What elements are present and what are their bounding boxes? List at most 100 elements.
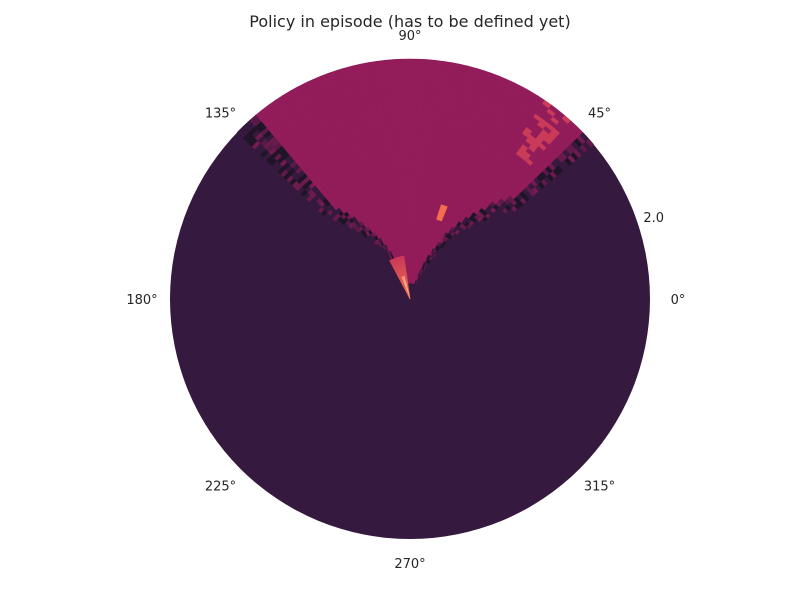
heatmap-cell [409,94,418,100]
heatmap-cell [403,126,411,132]
heatmap-cell [409,146,416,152]
heatmap-cell [415,114,424,120]
heatmap-cell [395,98,404,104]
theta-tick-label: 270° [394,557,425,572]
heatmap-cell [403,110,411,116]
heatmap-cell [394,74,403,80]
heatmap-cell [434,59,444,66]
heatmap-cell [396,114,405,120]
heatmap-cell [401,62,411,68]
heatmap-cell [417,182,423,188]
heatmap-cell [418,174,424,180]
theta-tick-label: 90° [398,29,421,44]
heatmap-cell [414,142,422,148]
heatmap-cell [416,194,422,200]
heatmap-cell [402,94,411,100]
heatmap-cell [409,134,417,140]
heatmap-cell [393,66,403,72]
heatmap-cell [400,170,406,176]
heatmap-cell [414,158,421,164]
heatmap-cell [418,170,424,177]
heatmap-cell [394,82,403,88]
theta-tick-label: 45° [588,106,611,121]
heatmap-cell [398,138,405,144]
heatmap-cell [393,70,403,76]
heatmap-cell [406,206,411,212]
heatmap-cell [396,174,402,180]
heatmap-cell [414,154,421,160]
heatmap-cell [405,178,411,184]
heatmap-cell [409,138,416,144]
heatmap-cell [404,146,411,152]
heatmap-cell [409,206,414,212]
heatmap-cell [409,178,415,184]
heatmap-cell [409,58,419,64]
heatmap-cell [409,230,413,236]
heatmap-cell [409,82,418,88]
heatmap-cell [406,202,411,208]
heatmap-cell [413,178,419,184]
chart-title: Policy in episode (has to be defined yet… [249,12,571,31]
heatmap-cell [413,182,419,188]
heatmap-cell [409,98,418,104]
heatmap-cell [413,198,418,204]
heatmap-cell [404,150,411,156]
heatmap-cell [415,118,423,124]
heatmap-cell [406,210,411,216]
heatmap-cell [401,174,407,180]
heatmap-cell [402,86,411,92]
heatmap-cell [409,114,417,120]
heatmap-cell [417,82,426,88]
heatmap-cell [413,194,418,200]
heatmap-cell [409,210,414,216]
heatmap-cell [397,130,405,136]
heatmap-cell [418,166,425,173]
heatmap-cell [395,163,402,169]
heatmap-cell [402,106,411,112]
heatmap-cell [415,138,422,144]
heatmap-cell [412,222,416,228]
heatmap-cell [409,158,416,164]
heatmap-cell [415,130,423,136]
heatmap-cell [409,154,416,160]
heatmap-cell [409,222,413,228]
heatmap-cell [415,134,422,140]
heatmap-cell [402,102,411,108]
heatmap-cell [409,170,415,176]
heatmap-cell [403,118,411,124]
heatmap-cell [412,210,417,216]
heatmap-cell [409,226,413,232]
heatmap-cell [367,60,378,67]
heatmap-cell [409,238,413,244]
heatmap-cell [400,166,406,172]
heatmap-cell [401,186,407,192]
heatmap-cell [401,58,411,64]
heatmap-cell [409,142,416,148]
heatmap-cell [417,74,426,80]
heatmap-cell [409,86,418,92]
heatmap-cell [402,190,407,196]
heatmap-cell [417,70,427,76]
theta-tick-label: 180° [126,293,157,308]
heatmap-cell [397,126,405,132]
heatmap-cell [416,94,425,100]
heatmap-cell [376,59,386,66]
heatmap-cell [405,190,411,196]
heatmap-cell [419,159,425,165]
heatmap-cell [409,166,415,172]
heatmap-cell [396,106,404,112]
heatmap-cell [397,122,405,128]
heatmap-cell [412,214,417,220]
heatmap-cell [402,194,407,200]
heatmap-cell [416,98,425,104]
heatmap-cell [399,158,406,164]
heatmap-cell [416,86,426,92]
heatmap-cell [394,78,403,84]
heatmap-cell [405,170,411,176]
heatmap-cell [412,218,416,224]
r-tick-labels: 2.0 [643,211,664,226]
heatmap-cell [405,174,411,180]
heatmap-cell [414,146,421,152]
heatmap-cell [402,90,411,96]
